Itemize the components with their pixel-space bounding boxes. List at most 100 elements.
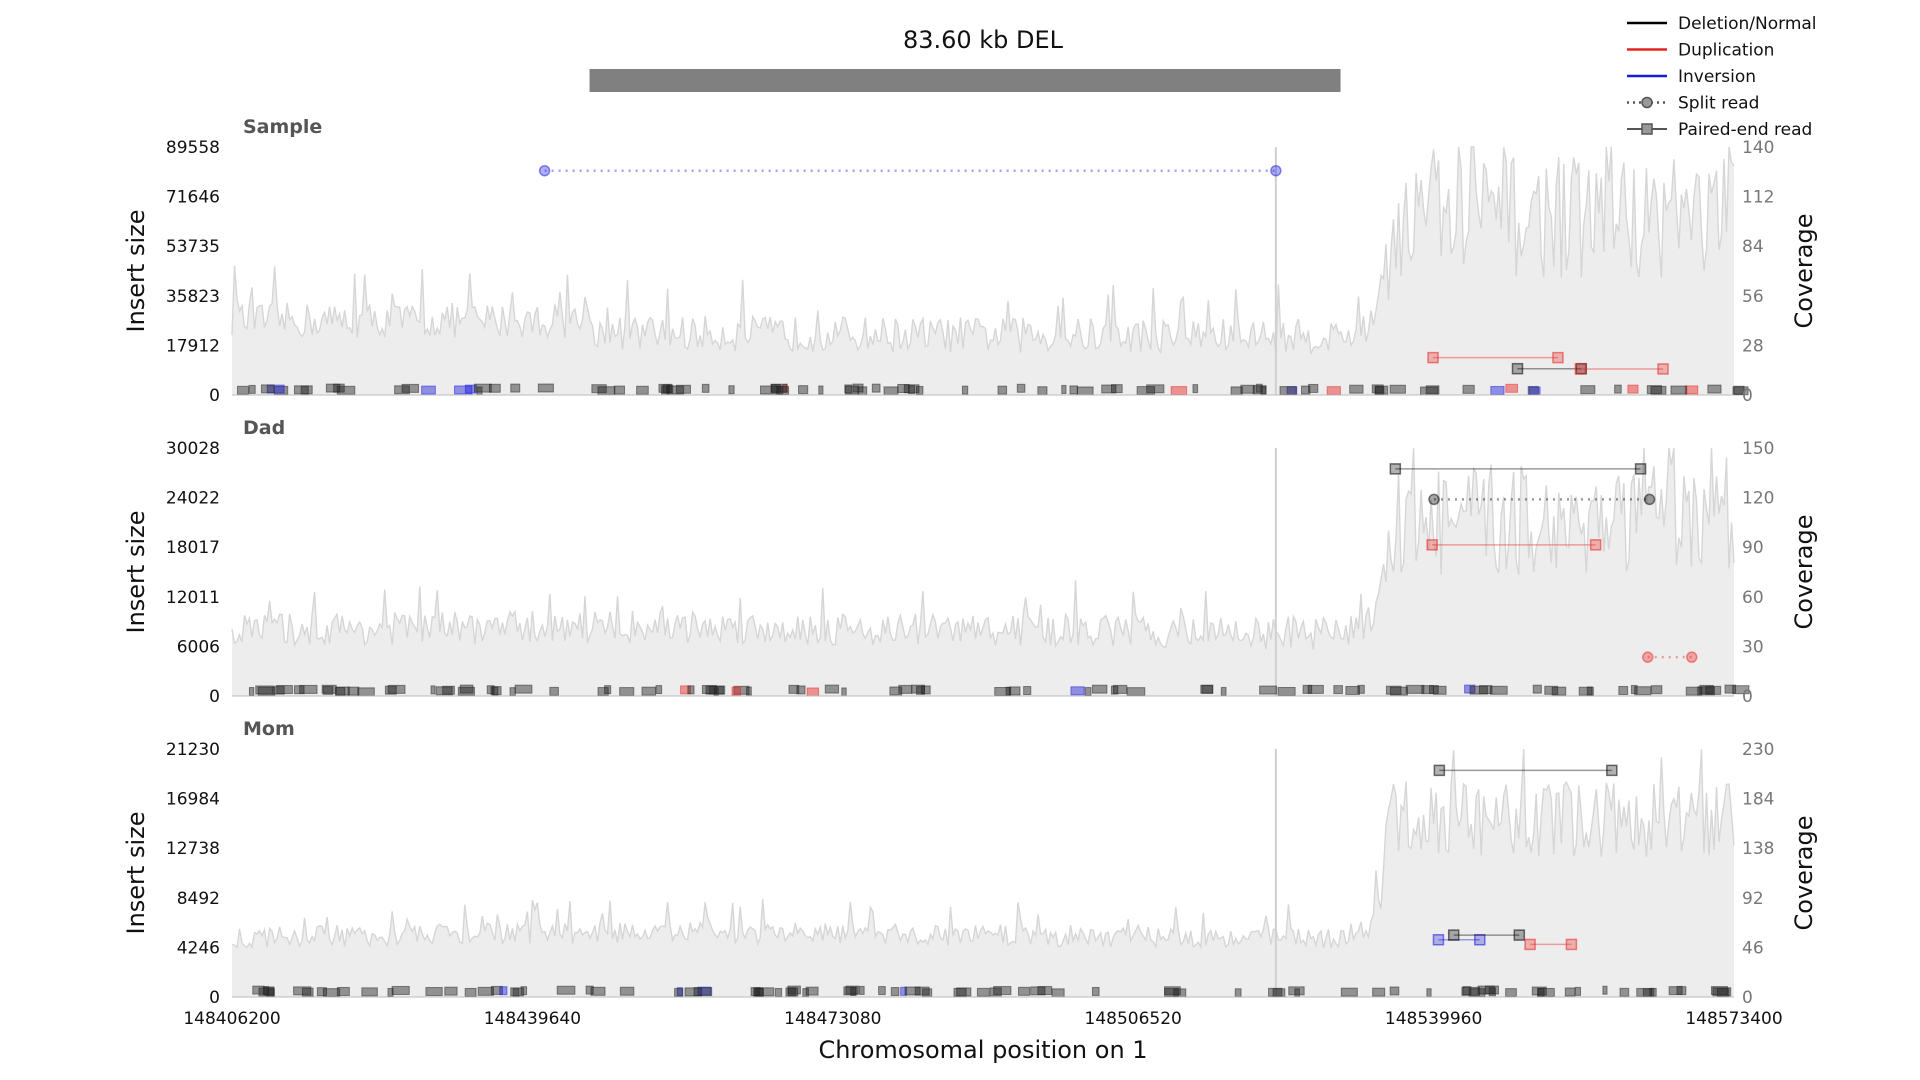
paired-read-end: [1432, 934, 1445, 946]
normal-read-mark: [1307, 684, 1324, 694]
normal-read-mark: [590, 986, 606, 996]
normal-read-mark: [1294, 988, 1300, 998]
normal-read-mark: [1333, 685, 1343, 695]
normal-read-mark: [1564, 987, 1576, 997]
chart-title: 83.60 kb DEL: [903, 26, 1064, 54]
normal-read-mark: [384, 685, 397, 695]
paired-read-end: [1574, 363, 1587, 375]
normal-read-mark: [1580, 385, 1596, 395]
normal-read-mark: [1326, 386, 1341, 396]
normal-read-mark: [464, 384, 477, 394]
normal-read-mark: [1551, 686, 1567, 696]
paired-read-end: [1433, 764, 1446, 777]
coverage-label: Coverage: [1790, 515, 1818, 630]
normal-read-mark: [1234, 988, 1242, 998]
normal-read-mark: [252, 985, 265, 995]
normal-read-mark: [1111, 384, 1123, 394]
panel-title: Mom: [243, 718, 295, 740]
normal-read-mark: [1462, 986, 1472, 996]
normal-read-mark: [421, 385, 436, 395]
normal-read-mark: [257, 686, 276, 696]
left-tick-label: 18017: [166, 538, 220, 558]
normal-read-mark: [1716, 988, 1730, 998]
normal-read-mark: [1091, 684, 1108, 694]
normal-read-mark: [401, 383, 420, 393]
normal-read-mark: [1357, 684, 1365, 694]
normal-read-mark: [425, 986, 443, 996]
normal-read-mark: [976, 987, 990, 997]
normal-read-mark: [1425, 385, 1440, 395]
normal-read-mark: [604, 685, 612, 695]
normal-read-mark: [1340, 987, 1358, 997]
normal-read-mark: [852, 383, 864, 393]
normal-read-mark: [486, 685, 495, 695]
normal-read-mark: [1005, 686, 1012, 696]
variant-region-bar: [589, 69, 1341, 92]
normal-read-mark: [878, 986, 886, 996]
split-read-end: [1643, 493, 1656, 506]
left-tick-label: 16984: [166, 790, 220, 810]
panel-title: Sample: [243, 116, 322, 138]
normal-read-mark: [1468, 988, 1486, 998]
normal-read-mark: [361, 987, 378, 997]
paired-read-end: [1634, 463, 1647, 475]
normal-read-mark: [1372, 987, 1386, 997]
normal-read-mark: [1732, 386, 1749, 396]
normal-read-mark: [435, 686, 453, 696]
normal-read-mark: [728, 385, 735, 395]
split-read-end: [1270, 164, 1282, 177]
normal-read-mark: [1488, 987, 1497, 997]
normal-read-mark: [1037, 986, 1053, 996]
normal-read-mark: [1733, 385, 1745, 395]
normal-read-mark: [262, 986, 270, 996]
normal-read-mark: [591, 384, 607, 394]
paired-read-end: [1524, 938, 1536, 951]
normal-read-mark: [1426, 988, 1432, 998]
normal-read-mark: [454, 385, 473, 395]
normal-read-mark: [1602, 985, 1608, 995]
normal-read-mark: [1240, 384, 1255, 394]
normal-read-mark: [488, 383, 501, 393]
normal-read-mark: [1374, 385, 1389, 395]
normal-read-mark: [430, 685, 436, 695]
normal-read-mark: [1578, 686, 1594, 696]
normal-read-mark: [770, 383, 788, 393]
normal-read-mark: [1724, 684, 1737, 694]
normal-read-mark: [1710, 986, 1729, 996]
left-tick-label: 24022: [166, 489, 220, 509]
normal-read-mark: [1537, 987, 1545, 997]
left-tick-label: 53735: [166, 237, 220, 257]
normal-read-mark: [701, 684, 718, 694]
normal-read-mark: [1259, 685, 1278, 695]
normal-read-mark: [1732, 685, 1750, 695]
normal-read-mark: [260, 384, 275, 394]
normal-read-mark: [1419, 386, 1439, 396]
legend-label: Paired-end read: [1678, 120, 1812, 140]
coverage-line: [231, 748, 1735, 950]
normal-read-mark: [556, 985, 576, 995]
normal-read-mark: [391, 985, 410, 995]
normal-read-mark: [1619, 987, 1630, 997]
right-tick-label: 150: [1742, 439, 1774, 459]
normal-read-mark: [1279, 386, 1297, 396]
normal-read-mark: [850, 986, 857, 996]
left-tick-label: 0: [209, 687, 220, 707]
normal-read-mark: [477, 986, 494, 996]
normal-read-mark: [920, 685, 931, 695]
normal-read-mark: [755, 987, 775, 997]
split-read-end: [1428, 493, 1440, 506]
coverage-area: [232, 749, 1734, 997]
left-tick-label: 6006: [177, 637, 220, 657]
normal-read-mark: [321, 684, 337, 694]
normal-read-mark: [636, 385, 649, 395]
normal-read-mark: [1618, 685, 1629, 695]
insert-size-label: Insert size: [122, 210, 150, 333]
normal-read-mark: [1484, 985, 1499, 995]
normal-read-mark: [1642, 988, 1653, 998]
normal-read-mark: [916, 685, 925, 695]
normal-read-mark: [675, 384, 691, 394]
normal-read-mark: [1614, 384, 1622, 394]
normal-read-mark: [1574, 986, 1582, 996]
normal-read-mark: [272, 685, 285, 695]
normal-read-mark: [347, 686, 360, 696]
